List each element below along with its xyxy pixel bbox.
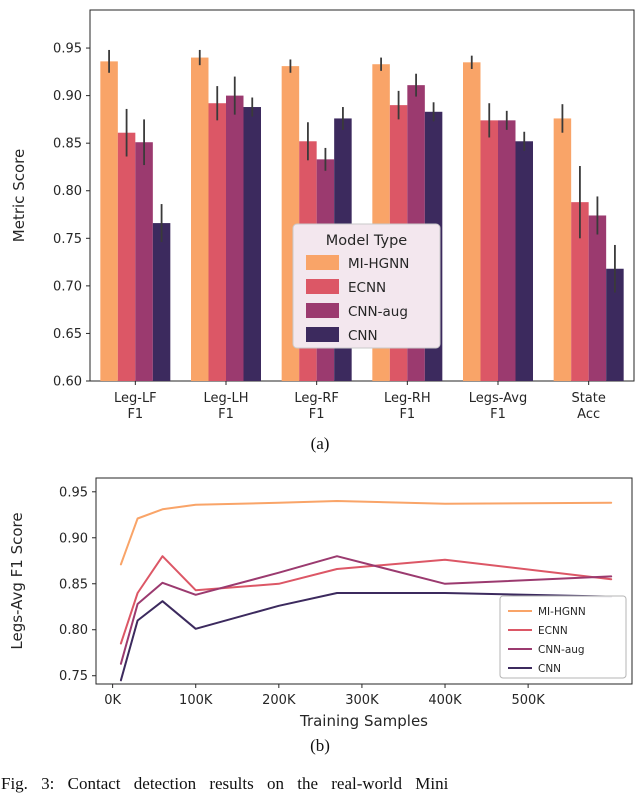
x-tick-label: Leg-RH F1 [384,391,431,422]
line-CNN-aug [119,555,613,665]
figure-caption: Fig. 3: Contact detection results on the… [1,774,449,793]
panel-a: 0.60 0.65 0.70 0.75 0.80 0.85 0.90 0.95 Leg-LF F1… [10,9,635,453]
line-CNN [119,592,613,682]
bar-MI-HGNN [191,57,209,382]
legend-box [499,595,627,679]
line-MI-HGNN [119,500,613,566]
bar-ECNN [117,132,136,381]
x-tick-label: Leg-LF F1 [114,391,157,422]
y-tick-label: 0.60 [53,375,82,390]
bar-CNN [606,268,624,381]
y-tick-label: 0.95 [59,485,88,500]
line-ECNN [119,555,613,645]
x-tick-label: Legs-Avg F1 [469,391,528,422]
bar-MI-HGNN [553,118,572,381]
x-tick-label: 400K [428,693,462,708]
bar-ECNN [571,202,589,381]
legend-label: ECNN [348,280,386,296]
bar-MI-HGNN [100,61,118,381]
bar-CNN [515,141,533,381]
y-tick-label: 0.75 [59,669,88,684]
legend-label: MI-HGNN [348,256,409,272]
x-tick-label: Leg-RF F1 [294,391,338,422]
x-tick-label: 0K [104,693,121,708]
y-tick-label: 0.85 [53,137,82,152]
legend-label: CNN [538,663,561,675]
y-tick-label: 0.90 [59,531,88,546]
y-tick-label: 0.65 [53,327,82,342]
bar-CNN-aug [498,120,516,381]
legend-label: CNN [348,328,378,344]
x-axis-label: Training Samples [299,712,428,730]
y-tick-label: 0.85 [59,577,88,592]
x-tick-label: State Acc [571,391,605,422]
y-tick-label: 0.75 [53,232,82,247]
line-chart: 0.75 0.80 0.85 0.90 0.95 0K 100K 200K 300K 400K 50… [8,477,633,730]
y-tick-label: 0.90 [53,89,82,104]
panel-a-label: (a) [310,434,330,453]
bar-CNN [243,107,261,382]
x-tick-label: 500K [511,693,545,708]
legend-label: ECNN [538,625,568,637]
x-tick-label: 100K [179,693,213,708]
y-tick-label: 0.80 [53,184,82,199]
bar-CNN-aug [588,215,607,381]
panel-b: 0.75 0.80 0.85 0.90 0.95 0K 100K 200K 300K 400K 50… [0,470,640,758]
bar-chart: 0.60 0.65 0.70 0.75 0.80 0.85 0.90 0.95 Leg-LF F1… [10,9,635,422]
legend-swatch [306,303,339,318]
legend-swatch [306,279,339,294]
legend-title: Model Type [326,233,408,249]
legend-swatch [306,327,339,342]
y-tick-label: 0.95 [53,42,82,57]
bar-CNN [152,223,171,381]
x-tick-label: 300K [345,693,379,708]
bar-ECNN [480,120,498,381]
bar-ECNN [208,103,226,381]
x-tick-label: 200K [262,693,296,708]
plot-border [95,477,633,685]
plot-border [89,9,635,382]
legend-label: CNN-aug [348,304,408,320]
legend-label: MI-HGNN [538,606,586,618]
y-axis-label: Metric Score [10,149,28,242]
bar-CNN-aug [135,142,153,381]
bar-MI-HGNN [463,62,481,381]
legend-swatch [306,255,339,270]
y-tick-label: 0.70 [53,279,82,294]
x-tick-label: Leg-LH F1 [204,391,249,422]
bar-CNN-aug [226,95,244,381]
legend-label: CNN-aug [538,644,585,656]
panel-b-label: (b) [310,736,330,755]
y-axis-label: Legs-Avg F1 Score [8,512,26,649]
y-tick-label: 0.80 [59,623,88,638]
